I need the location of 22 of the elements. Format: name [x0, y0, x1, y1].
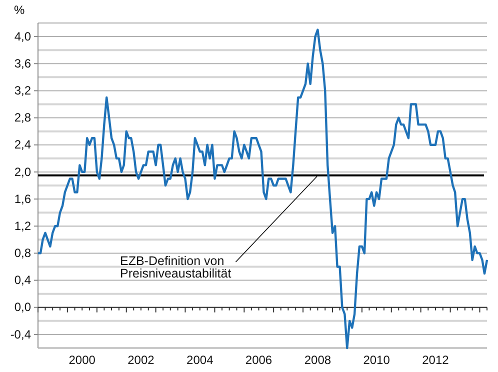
y-tick-label: 0,0	[14, 300, 32, 314]
y-tick-label: 2,4	[14, 138, 32, 152]
y-tick-label: 1,6	[14, 192, 32, 206]
y-tick-label: 0,8	[14, 246, 32, 260]
y-tick-label: 3,2	[14, 84, 32, 98]
y-tick-label: -0,4	[10, 327, 32, 342]
y-tick-label: 2,8	[14, 110, 32, 125]
ref-line-label: EZB-Definition von Preisniveaustabilität	[120, 254, 232, 280]
x-tick-label: 2008	[304, 353, 332, 368]
x-tick-label: 2012	[422, 353, 450, 368]
y-tick-label: 4,0	[14, 29, 32, 44]
x-tick-label: 2000	[68, 353, 96, 368]
x-tick-label: 2004	[186, 353, 214, 368]
x-tick-label: 2002	[128, 353, 155, 368]
y-tick-label: 2,0	[14, 164, 32, 179]
y-tick-label: 0,4	[14, 273, 32, 288]
y-axis-title: %	[14, 3, 25, 17]
line-series	[36, 28, 488, 350]
x-tick-label: 2010	[363, 353, 390, 368]
y-tick-label: 1,2	[14, 218, 32, 233]
y-tick-label: 3,6	[14, 56, 32, 70]
x-tick-label: 2006	[245, 353, 272, 368]
